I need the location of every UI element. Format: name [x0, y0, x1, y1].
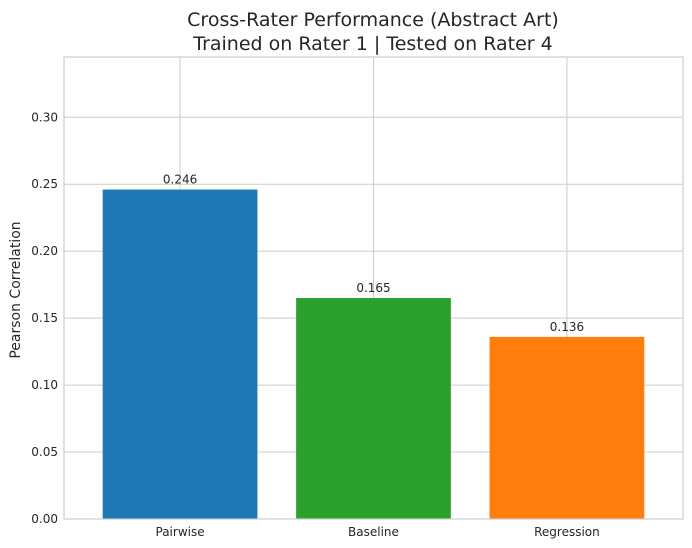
y-axis-label: Pearson Correlation [8, 221, 24, 358]
data-labels: 0.246 0.165 0.136 [163, 173, 584, 334]
bar-regression [489, 336, 645, 519]
x-tick-label: Regression [534, 525, 600, 539]
y-tick-label: 0.10 [31, 378, 58, 392]
bar-value-label: 0.246 [163, 173, 197, 187]
bar-pairwise [102, 189, 258, 519]
y-tick-label: 0.00 [31, 512, 58, 526]
y-tick-label: 0.20 [31, 244, 58, 258]
x-tick-label: Baseline [348, 525, 399, 539]
bar-value-label: 0.165 [356, 281, 390, 295]
chart-title-line-1: Cross-Rater Performance (Abstract Art) [187, 9, 559, 31]
plot-frame [63, 56, 684, 520]
bar-baseline [296, 298, 451, 519]
tick-labels: 0.00 0.05 0.10 0.15 0.20 0.25 0.30 Pairwise Base… [31, 110, 599, 539]
chart-title-line-2: Trained on Rater 1 | Tested on Rater 4 [192, 33, 553, 55]
y-tick-label: 0.05 [31, 445, 58, 459]
y-tick-label: 0.30 [31, 110, 58, 124]
bars [102, 189, 645, 519]
y-tick-label: 0.15 [31, 311, 58, 325]
x-tick-label: Pairwise [156, 525, 205, 539]
bar-value-label: 0.136 [550, 320, 584, 334]
y-tick-label: 0.25 [31, 177, 58, 191]
